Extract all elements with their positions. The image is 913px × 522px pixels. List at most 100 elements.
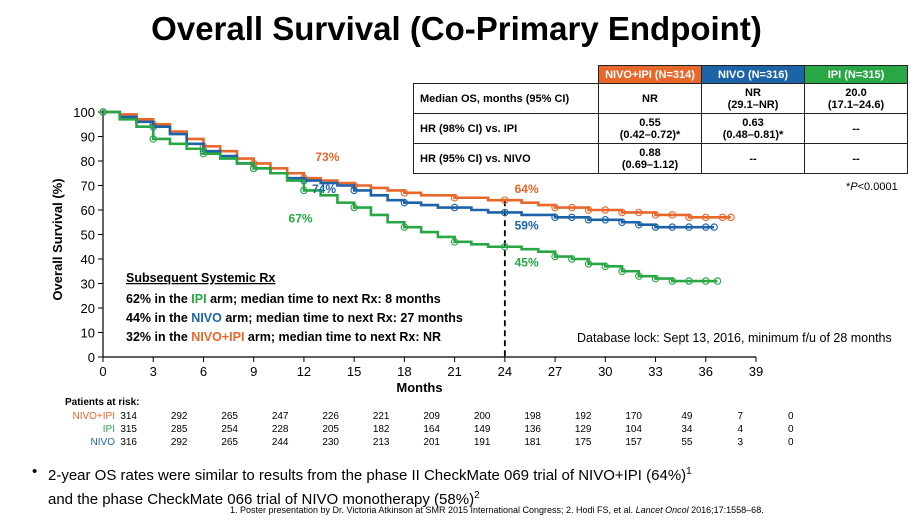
rx-box-title: Subsequent Systemic Rx bbox=[126, 271, 275, 285]
x-tick-label: 15 bbox=[347, 364, 361, 379]
censor-mark bbox=[702, 223, 710, 231]
censor-mark bbox=[601, 262, 610, 271]
at-risk-value: 213 bbox=[373, 437, 390, 448]
censor-mark bbox=[710, 223, 718, 231]
censor-mark bbox=[651, 274, 660, 283]
y-tick-label: 30 bbox=[81, 277, 95, 292]
censor-mark bbox=[501, 196, 509, 204]
table-cell: 0.63 (0.48–0.81)* bbox=[701, 113, 805, 144]
at-risk-value: 7 bbox=[737, 411, 743, 422]
censor-mark bbox=[668, 211, 677, 219]
at-risk-value: 175 bbox=[575, 437, 592, 448]
censor-mark bbox=[501, 208, 509, 217]
censor-mark bbox=[651, 223, 660, 231]
censor-mark bbox=[635, 220, 643, 229]
y-tick-label: 60 bbox=[81, 203, 95, 218]
at-risk-value: 164 bbox=[423, 424, 440, 435]
series-line-ipi bbox=[103, 110, 718, 283]
x-tick-label: 6 bbox=[200, 364, 207, 379]
censor-mark bbox=[584, 260, 593, 268]
table-row: HR (95% CI) vs. NIVO 0.88 (0.69–1.12) -- … bbox=[413, 143, 908, 174]
at-risk-value: 230 bbox=[322, 437, 339, 448]
at-risk-value: 55 bbox=[681, 437, 693, 448]
page-title: Overall Survival (Co-Primary Endpoint) bbox=[151, 10, 762, 47]
at-risk-value: 149 bbox=[474, 424, 491, 435]
data-label: 45% bbox=[515, 255, 539, 269]
censor-mark bbox=[685, 213, 693, 222]
censor-mark bbox=[199, 149, 208, 158]
x-tick-label: 36 bbox=[699, 364, 713, 379]
table-cell: -- bbox=[701, 143, 805, 174]
at-risk-value: 200 bbox=[474, 411, 491, 422]
censor-mark bbox=[249, 164, 258, 173]
table-cell: 0.88 (0.69–1.12) bbox=[598, 143, 702, 174]
censor-mark bbox=[450, 238, 459, 246]
table-cell: NR (29.1–NR) bbox=[701, 83, 805, 114]
at-risk-value: 3 bbox=[737, 437, 743, 448]
at-risk-row-label: NIVO bbox=[91, 437, 116, 448]
os-summary-table: NIVO+IPI (N=314) NIVO (N=316) IPI (N=315… bbox=[413, 65, 908, 174]
censor-mark bbox=[702, 277, 710, 285]
at-risk-value: 34 bbox=[681, 424, 693, 435]
rx-box-line: 32% in the NIVO+IPI arm; median time to … bbox=[126, 330, 441, 344]
at-risk-value: 254 bbox=[221, 424, 238, 435]
x-tick-label: 3 bbox=[150, 364, 157, 379]
censor-mark bbox=[501, 243, 509, 251]
censor-mark bbox=[584, 206, 593, 214]
censor-mark bbox=[635, 208, 643, 217]
censor-mark bbox=[618, 218, 626, 227]
at-risk-value: 191 bbox=[474, 437, 491, 448]
censor-mark bbox=[702, 213, 710, 222]
data-label: 73% bbox=[315, 150, 339, 164]
data-label: 64% bbox=[515, 182, 539, 196]
at-risk-value: 247 bbox=[272, 411, 289, 422]
y-tick-label: 40 bbox=[81, 252, 95, 267]
censor-mark bbox=[568, 203, 576, 212]
rx-box-line: 62% in the IPI arm; median time to next … bbox=[126, 292, 441, 306]
at-risk-value: 315 bbox=[120, 424, 137, 435]
data-label: 74% bbox=[312, 182, 336, 196]
y-tick-label: 0 bbox=[88, 350, 95, 365]
at-risk-value: 198 bbox=[524, 411, 541, 422]
x-axis-label: Months bbox=[396, 380, 442, 395]
censor-mark bbox=[618, 208, 626, 217]
censor-mark bbox=[450, 203, 459, 212]
censor-mark bbox=[584, 216, 593, 224]
row-label: HR (98% CI) vs. IPI bbox=[413, 113, 599, 144]
censor-mark bbox=[685, 223, 693, 231]
table-cell: -- bbox=[804, 113, 908, 144]
at-risk-value: 0 bbox=[788, 411, 794, 422]
at-risk-value: 205 bbox=[322, 424, 339, 435]
at-risk-value: 181 bbox=[524, 437, 541, 448]
at-risk-value: 0 bbox=[788, 424, 794, 435]
y-tick-label: 50 bbox=[81, 228, 95, 243]
censor-mark bbox=[400, 189, 409, 197]
x-tick-label: 27 bbox=[548, 364, 562, 379]
censor-mark bbox=[551, 203, 559, 212]
x-tick-label: 39 bbox=[749, 364, 763, 379]
series-line-nivo-ipi bbox=[103, 110, 731, 219]
bullet-dot: • bbox=[32, 463, 38, 480]
censor-mark bbox=[149, 135, 157, 143]
at-risk-value: 265 bbox=[221, 411, 238, 422]
at-risk-value: 314 bbox=[120, 411, 137, 422]
table-header-row: NIVO+IPI (N=314) NIVO (N=316) IPI (N=315… bbox=[414, 65, 908, 84]
censor-mark bbox=[300, 186, 308, 195]
censor-mark bbox=[568, 213, 576, 222]
censor-mark bbox=[568, 255, 576, 263]
data-label: 67% bbox=[289, 211, 313, 225]
at-risk-value: 49 bbox=[681, 411, 693, 422]
at-risk-value: 285 bbox=[171, 424, 188, 435]
at-risk-value: 209 bbox=[423, 411, 440, 422]
x-tick-label: 9 bbox=[250, 364, 257, 379]
at-risk-value: 192 bbox=[575, 411, 592, 422]
censor-mark bbox=[400, 198, 409, 207]
at-risk-value: 292 bbox=[171, 411, 188, 422]
at-risk-row-label: NIVO+IPI bbox=[72, 411, 115, 422]
y-tick-label: 10 bbox=[81, 326, 95, 341]
censor-mark bbox=[350, 186, 358, 195]
censor-mark bbox=[551, 213, 559, 222]
censor-mark bbox=[635, 272, 643, 280]
header-nivo: NIVO (N=316) bbox=[701, 65, 805, 84]
